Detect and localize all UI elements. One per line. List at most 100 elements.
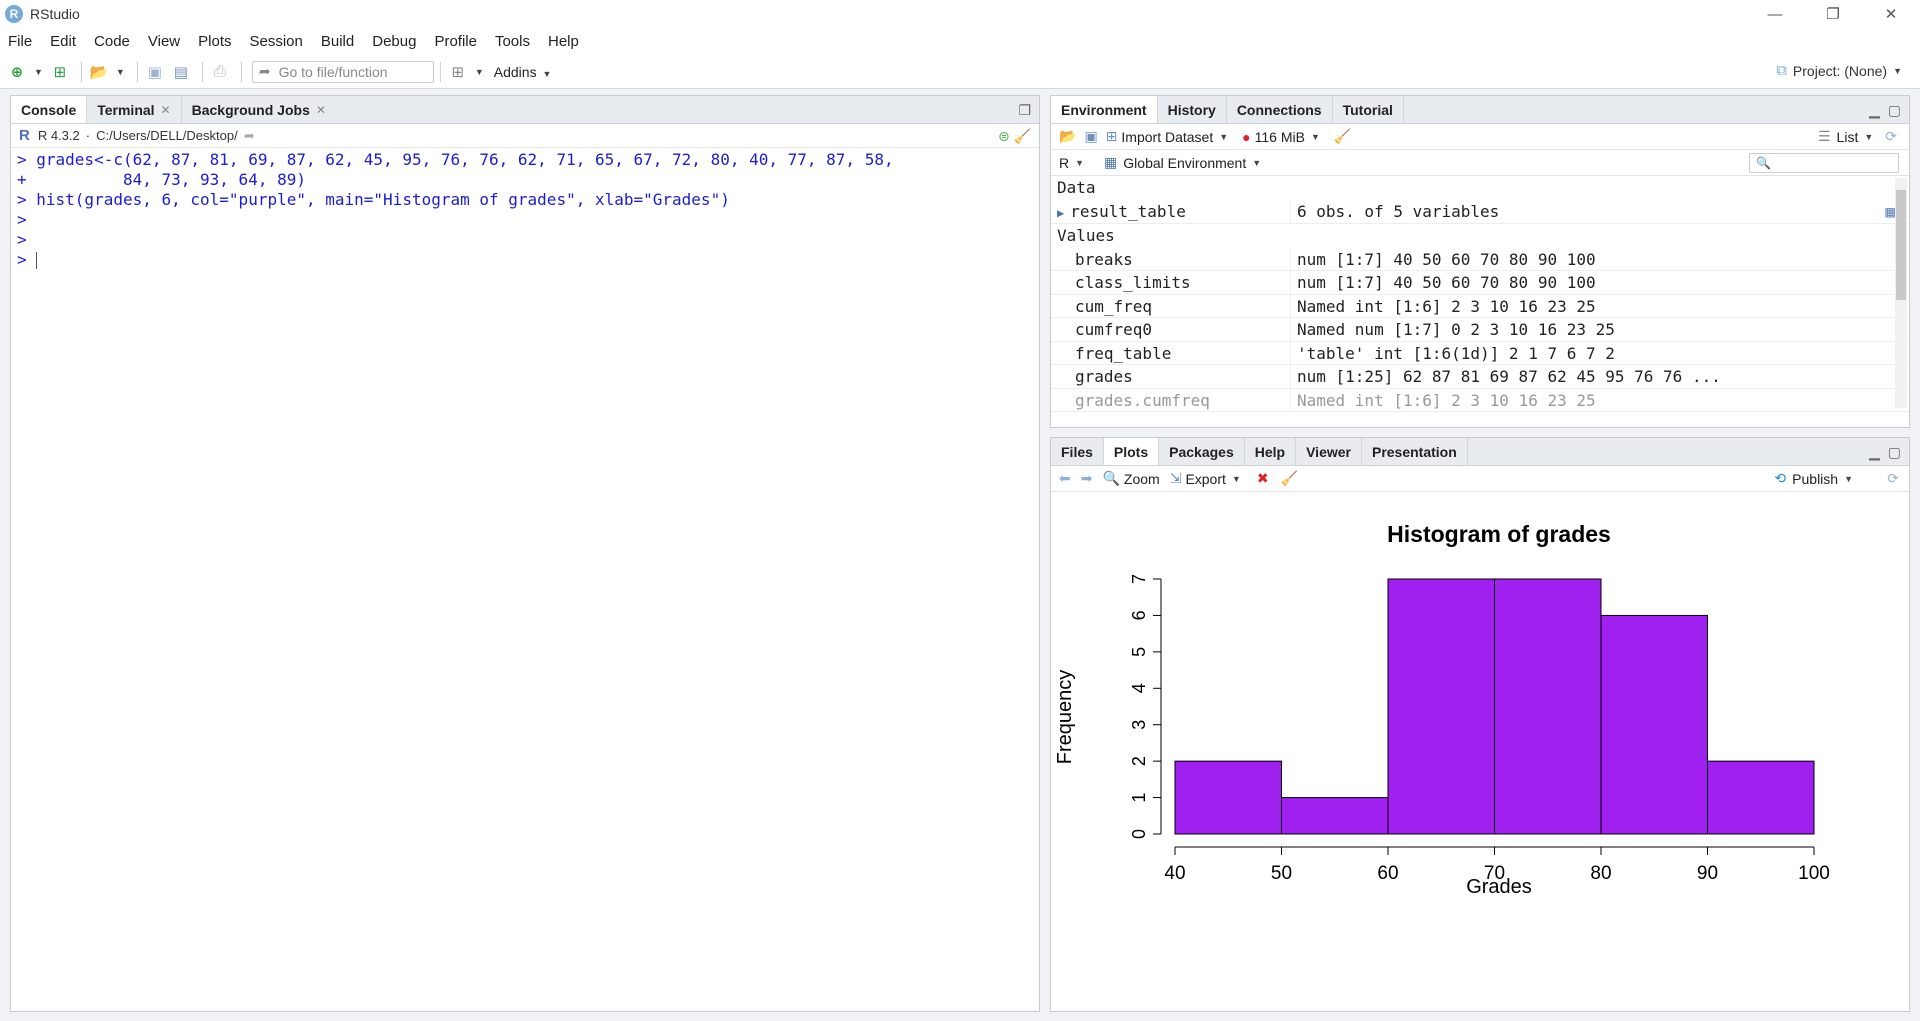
y-tick-label: 7 — [1129, 574, 1149, 584]
import-dataset-button[interactable]: ⊞ Import Dataset ▼ — [1106, 128, 1234, 145]
save-workspace-icon[interactable]: ▣ — [1084, 128, 1098, 144]
maximize-button[interactable]: ❐ — [1826, 6, 1840, 23]
histogram-chart: Histogram of grades Grades Frequency 40 5… — [1054, 521, 1830, 898]
pane-layout-icon[interactable]: ⊞ — [451, 63, 465, 81]
go-to-arrow-icon: ➦ — [258, 63, 271, 79]
remove-plot-icon[interactable]: ✖ — [1256, 470, 1269, 486]
tab-console[interactable]: Console — [11, 96, 88, 123]
zoom-label: Zoom — [1123, 470, 1160, 487]
open-file-icon[interactable]: 📂 — [89, 63, 109, 81]
print-icon[interactable]: ⎙ — [213, 63, 226, 80]
refresh-icon[interactable]: ⟳ — [1887, 470, 1899, 486]
language-select[interactable]: R — [1059, 154, 1070, 171]
tab-presentation[interactable]: Presentation — [1362, 438, 1468, 465]
minimize-button[interactable]: — — [1767, 5, 1783, 23]
tab-plots[interactable]: Plots — [1103, 438, 1160, 465]
table-row[interactable]: breaks num [1:7] 40 50 60 70 80 90 100 — [1051, 247, 1909, 271]
close-tab-icon[interactable]: ✕ — [315, 102, 326, 117]
tab-environment[interactable]: Environment — [1051, 96, 1158, 123]
clear-plots-icon[interactable]: 🧹 — [1280, 470, 1298, 486]
tab-terminal[interactable]: Terminal ✕ — [87, 96, 182, 123]
console-line: > — [17, 230, 27, 249]
menu-debug[interactable]: Debug — [372, 33, 417, 50]
tab-connections[interactable]: Connections — [1227, 96, 1333, 123]
menu-file[interactable]: File — [8, 33, 33, 50]
text-cursor — [36, 252, 38, 269]
view-table-icon[interactable]: ▦ — [1885, 202, 1895, 221]
close-tab-icon[interactable]: ✕ — [160, 102, 171, 117]
previous-plot-icon[interactable]: ⬅ — [1059, 470, 1071, 486]
table-row[interactable]: class_limits num [1:7] 40 50 60 70 80 90 … — [1051, 271, 1909, 295]
scope-select[interactable]: Global Environment — [1123, 154, 1247, 171]
x-axis-label: Grades — [1466, 876, 1532, 898]
table-row[interactable]: grades num [1:25] 62 87 81 69 87 62 45 95… — [1051, 365, 1909, 389]
maximize-pane-icon[interactable]: ▢ — [1887, 102, 1901, 118]
tab-label: Packages — [1169, 443, 1234, 460]
maximize-pane-icon[interactable]: ▢ — [1887, 444, 1901, 460]
go-to-dir-icon[interactable]: ➦ — [243, 127, 255, 143]
export-label: Export — [1185, 470, 1226, 487]
table-row[interactable]: cumfreq0 Named num [1:7] 0 2 3 10 16 23 2… — [1051, 318, 1909, 342]
load-workspace-icon[interactable]: 📂 — [1059, 128, 1077, 144]
prompt-text: > — [17, 250, 37, 269]
refresh-icon[interactable]: ⟳ — [1885, 128, 1897, 144]
save-all-icon[interactable]: ▤ — [173, 63, 188, 81]
new-project-icon[interactable]: ⊞ — [53, 63, 67, 81]
go-to-file-input[interactable]: ➦ Go to file/function — [251, 60, 434, 83]
tab-viewer[interactable]: Viewer — [1296, 438, 1362, 465]
save-icon[interactable]: ▣ — [147, 63, 162, 81]
export-button[interactable]: ⇲ Export ▼ — [1170, 470, 1247, 487]
menu-edit[interactable]: Edit — [50, 33, 77, 50]
table-row[interactable]: grades.cumfreq Named int [1:6] 2 3 10 16 … — [1051, 388, 1909, 412]
console-prompt[interactable]: > — [17, 250, 1033, 270]
scrollbar-thumb[interactable] — [1896, 190, 1906, 300]
clear-workspace-icon[interactable]: 🧹 — [1333, 128, 1352, 144]
tab-help[interactable]: Help — [1245, 438, 1297, 465]
publish-button[interactable]: ⟲ Publish ▼ — [1774, 470, 1859, 487]
close-button[interactable]: ✕ — [1884, 6, 1898, 23]
console-line: > hist(grades, 6, col="purple", main="Hi… — [17, 190, 730, 209]
memory-usage-button[interactable]: ● 116 MiB ▼ — [1242, 129, 1326, 145]
menu-build[interactable]: Build — [320, 33, 355, 50]
working-directory[interactable]: C:/Users/DELL/Desktop/ — [96, 128, 238, 143]
open-file-dropdown-icon[interactable]: ▼ — [115, 66, 125, 77]
chart-title: Histogram of grades — [1387, 521, 1611, 547]
menu-code[interactable]: Code — [94, 33, 130, 50]
addins-button[interactable]: Addins ▼ — [494, 64, 558, 80]
environment-search-input[interactable]: 🔍 — [1749, 153, 1899, 173]
environment-icon: ▦ — [1104, 154, 1118, 170]
pane-layout-dropdown-icon[interactable]: ▼ — [474, 66, 484, 77]
view-mode-select[interactable]: List — [1836, 128, 1859, 145]
menu-session[interactable]: Session — [249, 33, 303, 50]
tab-history[interactable]: History — [1158, 96, 1227, 123]
table-row[interactable]: cum_freq Named int [1:6] 2 3 10 16 23 25 — [1051, 294, 1909, 318]
menu-tools[interactable]: Tools — [494, 33, 530, 50]
new-file-dropdown-icon[interactable]: ▼ — [34, 66, 43, 77]
variable-value: Named int [1:6] 2 3 10 16 23 25 — [1297, 390, 1596, 410]
tab-files[interactable]: Files — [1051, 438, 1104, 465]
tab-tutorial[interactable]: Tutorial — [1333, 96, 1404, 123]
clear-console-icon[interactable]: ⊜ 🧹 — [997, 128, 1031, 144]
menu-profile[interactable]: Profile — [434, 33, 477, 50]
minimize-pane-icon[interactable]: ▁ — [1868, 444, 1880, 460]
y-tick-label: 6 — [1129, 610, 1149, 620]
menu-view[interactable]: View — [147, 33, 181, 50]
y-tick-label: 2 — [1129, 756, 1149, 766]
chevron-down-icon: ▼ — [1252, 157, 1262, 168]
tab-packages[interactable]: Packages — [1159, 438, 1245, 465]
minimize-pane-icon[interactable]: ▁ — [1868, 102, 1880, 118]
next-plot-icon[interactable]: ➡ — [1080, 470, 1093, 486]
addins-label: Addins — [493, 63, 537, 80]
menu-help[interactable]: Help — [548, 33, 579, 50]
table-row[interactable]: freq_table 'table' int [1:6(1d)] 2 1 7 6 … — [1051, 341, 1909, 365]
expand-icon[interactable]: ▶ — [1057, 206, 1065, 220]
tab-background-jobs[interactable]: Background Jobs ✕ — [182, 96, 336, 123]
menu-plots[interactable]: Plots — [198, 33, 232, 50]
restore-pane-icon[interactable]: ❐ — [1018, 102, 1031, 118]
zoom-button[interactable]: 🔍 Zoom — [1102, 470, 1159, 487]
console-output[interactable]: > grades<-c(62, 87, 81, 69, 87, 62, 45, … — [11, 148, 1039, 272]
project-menu[interactable]: ⧉ Project: (None) ▼ — [1776, 62, 1908, 79]
table-row[interactable]: ▶ result_table 6 obs. of 5 variables ▦ — [1051, 200, 1909, 224]
vertical-scrollbar[interactable] — [1895, 178, 1907, 408]
new-file-icon[interactable]: ⊕ — [10, 63, 24, 81]
